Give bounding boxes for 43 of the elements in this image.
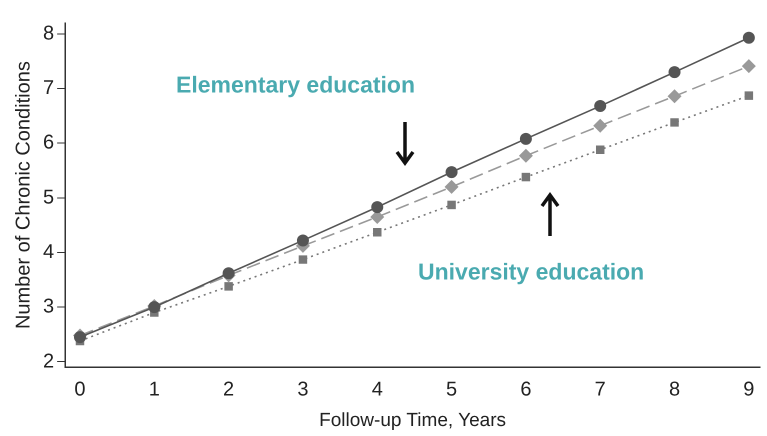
- point: [446, 166, 458, 178]
- point: [296, 234, 309, 246]
- point: [593, 118, 608, 133]
- x-tick-label: 0: [74, 378, 86, 401]
- point: [594, 100, 606, 112]
- point: [522, 172, 530, 182]
- point: [520, 132, 532, 145]
- point: [668, 66, 681, 78]
- point: [742, 59, 756, 74]
- point: [668, 89, 682, 104]
- y-tick-label: 4: [43, 240, 54, 263]
- point: [298, 255, 308, 264]
- x-tick-label: 1: [148, 378, 160, 401]
- point: [373, 228, 382, 236]
- y-tick-label: 3: [43, 296, 54, 318]
- annotation: Elementary education: [176, 71, 416, 98]
- point: [742, 32, 755, 44]
- y-tick-label: 6: [43, 132, 54, 154]
- x-tick-label: 3: [297, 378, 309, 401]
- point: [518, 148, 533, 163]
- y-tick-label: 7: [43, 77, 54, 100]
- y-tick-label: 8: [43, 22, 54, 44]
- point: [74, 331, 86, 344]
- x-tick-label: 8: [668, 378, 680, 401]
- y-axis-title: Number of Chronic Conditions: [12, 61, 35, 330]
- y-tick-label: 5: [43, 186, 54, 208]
- x-axis-title: Follow-up Time, Years: [319, 410, 506, 431]
- x-tick-label: 9: [743, 378, 754, 401]
- point: [744, 91, 754, 100]
- point: [670, 118, 679, 127]
- point: [444, 180, 459, 194]
- x-tick-label: 2: [223, 378, 234, 401]
- point: [224, 282, 233, 291]
- x-tick-label: 6: [520, 378, 532, 401]
- point: [371, 201, 384, 214]
- point: [596, 146, 604, 154]
- x-tick-label: 5: [446, 378, 458, 401]
- y-tick-label: 2: [43, 350, 54, 372]
- annotation: University education: [418, 258, 644, 284]
- point: [447, 200, 456, 210]
- point: [222, 267, 235, 280]
- x-tick-label: 7: [594, 378, 606, 401]
- x-tick-label: 4: [372, 378, 383, 401]
